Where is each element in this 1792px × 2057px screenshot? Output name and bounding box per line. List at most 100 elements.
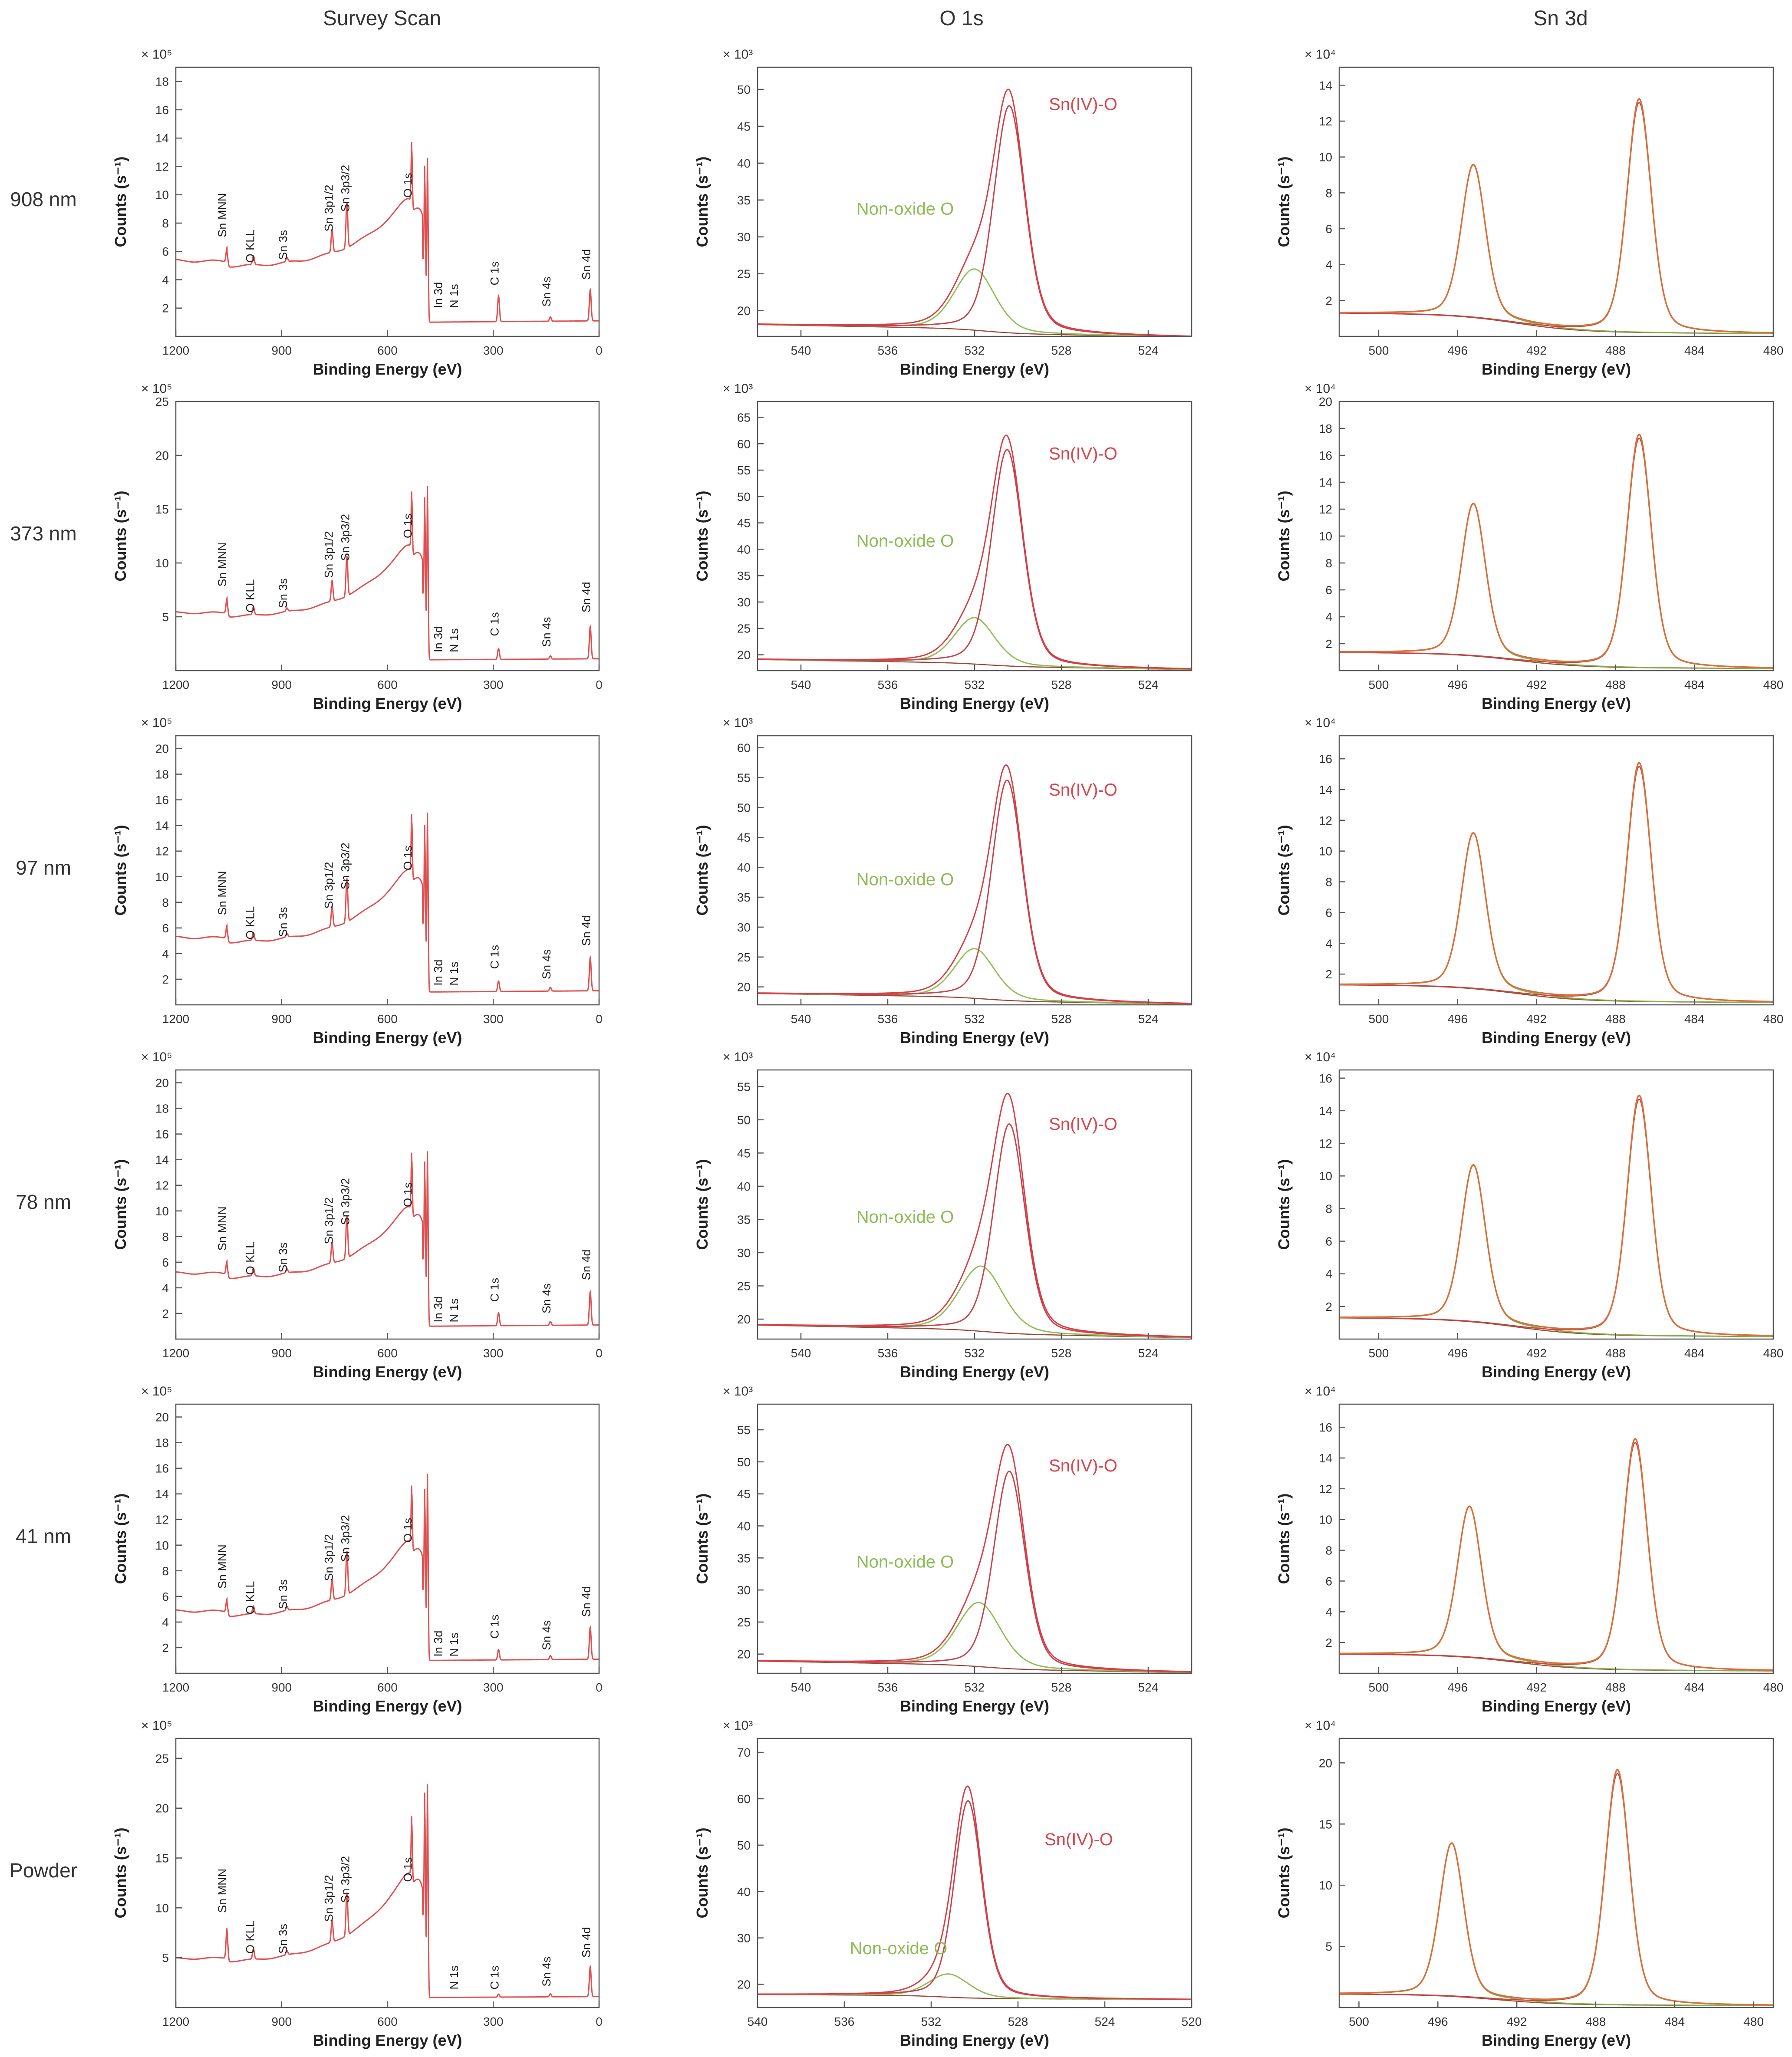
y-tick-label: 5 (1325, 1940, 1332, 1953)
y-tick-label: 15 (1319, 1817, 1332, 1831)
y-tick-label: 45 (737, 1146, 751, 1160)
x-tick-label: 484 (1684, 678, 1705, 691)
x-tick-label: 536 (878, 1012, 898, 1026)
plot-frame (757, 1738, 1192, 2008)
x-tick-label: 900 (271, 2015, 292, 2028)
peak-annotation: Sn MNN (216, 1206, 229, 1251)
peak-annotation: In 3d (432, 1631, 445, 1657)
peak-annotation: Sn MNN (216, 1544, 229, 1589)
sn3d-3-2-component (1339, 165, 1773, 334)
x-tick-label: 0 (596, 344, 603, 357)
survey-spectrum-line (176, 1474, 599, 1661)
y-tick-label: 35 (737, 891, 751, 904)
x-tick-label: 600 (377, 344, 398, 357)
peak-annotation: O KLL (244, 579, 257, 613)
panel-sn3d-powder: 500 496 492 488 484 480 5 10 15 20 × 10⁴ Binding En… (1275, 1718, 1774, 2049)
peak-annotation: N 1s (448, 284, 461, 308)
sn3d-envelope-line (1339, 762, 1773, 1003)
peak-annotation: C 1s (488, 612, 501, 636)
y-tick-label: 65 (737, 411, 751, 424)
y-tick-label: 2 (162, 302, 169, 315)
x-tick-label: 528 (1051, 1012, 1072, 1026)
peak-annotation: C 1s (488, 1615, 501, 1639)
y-tick-label: 2 (1325, 637, 1332, 651)
sn3d-5-2-component (1339, 1442, 1773, 1671)
peak-annotation: Sn 3p1/2 (323, 1875, 336, 1922)
y-tick-label: 20 (737, 648, 751, 662)
row-label-0: 908 nm (10, 188, 76, 211)
y-tick-label: 4 (162, 1281, 169, 1295)
y-tick-label: 18 (155, 768, 169, 781)
x-tick-label: 600 (377, 1681, 398, 1694)
x-tick-label: 492 (1526, 1346, 1547, 1360)
x-tick-label: 1200 (162, 678, 189, 691)
y-multiplier: × 10⁴ (1304, 716, 1336, 730)
sn-iv-o-component (758, 449, 1192, 670)
y-tick-label: 2 (162, 973, 169, 986)
plot-frame (757, 66, 1192, 337)
y-tick-label: 20 (1319, 395, 1332, 408)
y-tick-label: 5 (162, 610, 169, 624)
y-tick-label: 35 (737, 569, 751, 583)
plot-frame (175, 735, 600, 1006)
peak-annotation: C 1s (488, 945, 501, 969)
y-axis-label: Counts (s⁻¹) (1275, 157, 1293, 247)
y-tick-label: 4 (162, 273, 169, 286)
sn3d-3-2-component (1339, 1506, 1773, 1672)
y-tick-label: 16 (155, 1128, 169, 1141)
y-tick-label: 20 (737, 304, 751, 318)
x-tick-label: 540 (791, 344, 811, 357)
column-title-0: Survey Scan (323, 7, 441, 30)
peak-annotation: C 1s (488, 261, 501, 286)
y-axis-label: Counts (s⁻¹) (693, 1159, 711, 1250)
y-tick-label: 18 (1319, 422, 1332, 435)
y-tick-label: 10 (155, 556, 169, 570)
x-tick-label: 0 (596, 1012, 603, 1026)
non-oxide-o-label: Non-oxide O (856, 1208, 954, 1227)
y-tick-label: 15 (155, 1852, 169, 1865)
non-oxide-o-component (758, 617, 1192, 670)
y-multiplier: × 10⁴ (1304, 1050, 1336, 1064)
peak-annotation: Sn 3p3/2 (339, 1856, 352, 1903)
peak-annotation: O 1s (402, 846, 415, 870)
y-multiplier: × 10⁴ (1304, 47, 1336, 62)
y-tick-label: 6 (1325, 1574, 1332, 1588)
x-tick-label: 524 (1138, 1346, 1159, 1360)
survey-spectrum-line (176, 813, 599, 993)
x-tick-label: 528 (1051, 678, 1072, 691)
y-tick-label: 70 (737, 1746, 751, 1759)
sn-iv-o-component (758, 780, 1192, 1004)
x-tick-label: 0 (596, 678, 603, 691)
peak-annotation: Sn 3s (277, 1242, 290, 1272)
y-tick-label: 12 (1319, 814, 1332, 827)
x-tick-label: 536 (878, 1681, 898, 1694)
x-axis-label: Binding Energy (eV) (900, 360, 1049, 378)
y-tick-label: 16 (155, 1462, 169, 1475)
peak-annotation: Sn 4s (540, 1620, 553, 1650)
plot-frame (1338, 1403, 1774, 1674)
plot-frame (757, 1069, 1192, 1340)
y-tick-label: 5 (162, 1951, 169, 1965)
x-axis-label: Binding Energy (eV) (900, 1697, 1049, 1715)
y-tick-label: 8 (1325, 1544, 1332, 1557)
peak-annotation: N 1s (448, 1298, 461, 1323)
y-tick-label: 25 (155, 1752, 169, 1765)
panel-sn3d-97: 500 496 492 488 484 480 2 4 6 8 10 12 14 16 × 10⁴ Bindi… (1275, 716, 1783, 1047)
x-tick-label: 300 (483, 344, 504, 357)
y-multiplier: × 10⁵ (141, 382, 172, 396)
x-tick-label: 480 (1763, 344, 1784, 357)
peak-annotation: Sn 3p1/2 (323, 862, 336, 908)
y-tick-label: 8 (162, 896, 169, 909)
peak-annotation: Sn 4d (580, 582, 593, 613)
x-tick-label: 488 (1586, 2015, 1606, 2028)
x-tick-label: 900 (271, 344, 292, 357)
panel-sn3d-373: 500 496 492 488 484 480 2 4 6 8 10 12 14 16 18 20× 10⁴ B… (1275, 382, 1783, 712)
y-tick-label: 50 (737, 490, 751, 504)
y-tick-label: 40 (737, 861, 751, 874)
y-tick-label: 10 (155, 188, 169, 202)
y-tick-label: 12 (155, 1513, 169, 1527)
sn3d-3-2-component (1339, 1165, 1773, 1337)
y-multiplier: × 10⁵ (141, 1384, 172, 1399)
y-tick-label: 50 (737, 83, 751, 96)
sn3d-envelope-line (1339, 1769, 1773, 2006)
